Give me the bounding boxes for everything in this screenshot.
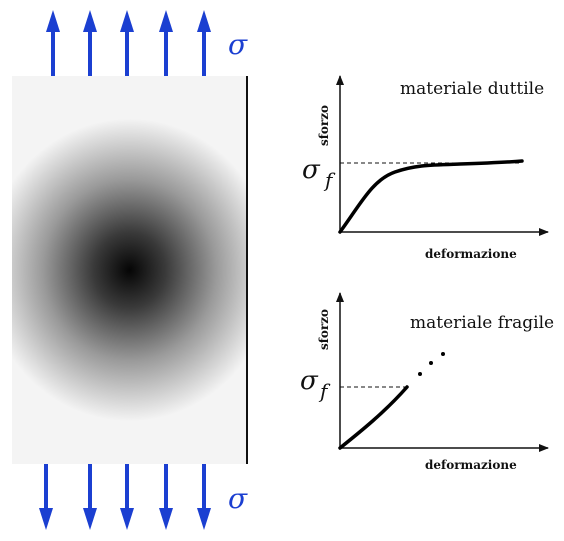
tension-arrow-up-icon bbox=[159, 10, 173, 76]
y-axis-label: sforzo bbox=[317, 309, 331, 350]
graph-title: materiale fragile bbox=[410, 313, 554, 333]
tension-arrow-down-icon bbox=[120, 464, 134, 530]
graph-title: materiale duttile bbox=[400, 79, 544, 99]
tension-arrow-up-icon bbox=[120, 10, 134, 76]
tension-arrow-up-icon bbox=[46, 10, 60, 76]
sigma-top-label: σ bbox=[228, 28, 248, 61]
tension-arrow-down-icon bbox=[197, 464, 211, 530]
yield-stress-label: σ f bbox=[300, 366, 331, 403]
x-axis-label: deformazione bbox=[425, 458, 517, 472]
svg-text:σ: σ bbox=[302, 155, 321, 185]
specimen-group: σ σ bbox=[12, 10, 248, 530]
svg-text:f: f bbox=[323, 168, 336, 192]
ductile-graph: materiale duttile sforzo deformazione σ … bbox=[302, 75, 549, 261]
svg-text:f: f bbox=[318, 379, 331, 403]
tension-arrow-down-icon bbox=[83, 464, 97, 530]
yield-stress-label: σ f bbox=[302, 155, 336, 192]
brittle-stress-strain-curve bbox=[338, 385, 409, 450]
x-axis-label: deformazione bbox=[425, 247, 517, 261]
tension-arrow-down-icon bbox=[159, 464, 173, 530]
bottom-arrows bbox=[39, 464, 211, 530]
tension-arrow-up-icon bbox=[197, 10, 211, 76]
sigma-bottom-label: σ bbox=[228, 482, 248, 515]
y-axis-label: sforzo bbox=[317, 105, 331, 146]
specimen-block bbox=[12, 76, 247, 464]
top-arrows bbox=[46, 10, 211, 76]
brittle-graph: materiale fragile sforzo deformazione σ … bbox=[300, 292, 554, 472]
tension-arrow-down-icon bbox=[39, 464, 53, 530]
tension-arrow-up-icon bbox=[83, 10, 97, 76]
ductile-stress-strain-curve bbox=[338, 159, 524, 234]
extrapolation-dots bbox=[418, 352, 445, 376]
svg-text:σ: σ bbox=[300, 366, 319, 396]
